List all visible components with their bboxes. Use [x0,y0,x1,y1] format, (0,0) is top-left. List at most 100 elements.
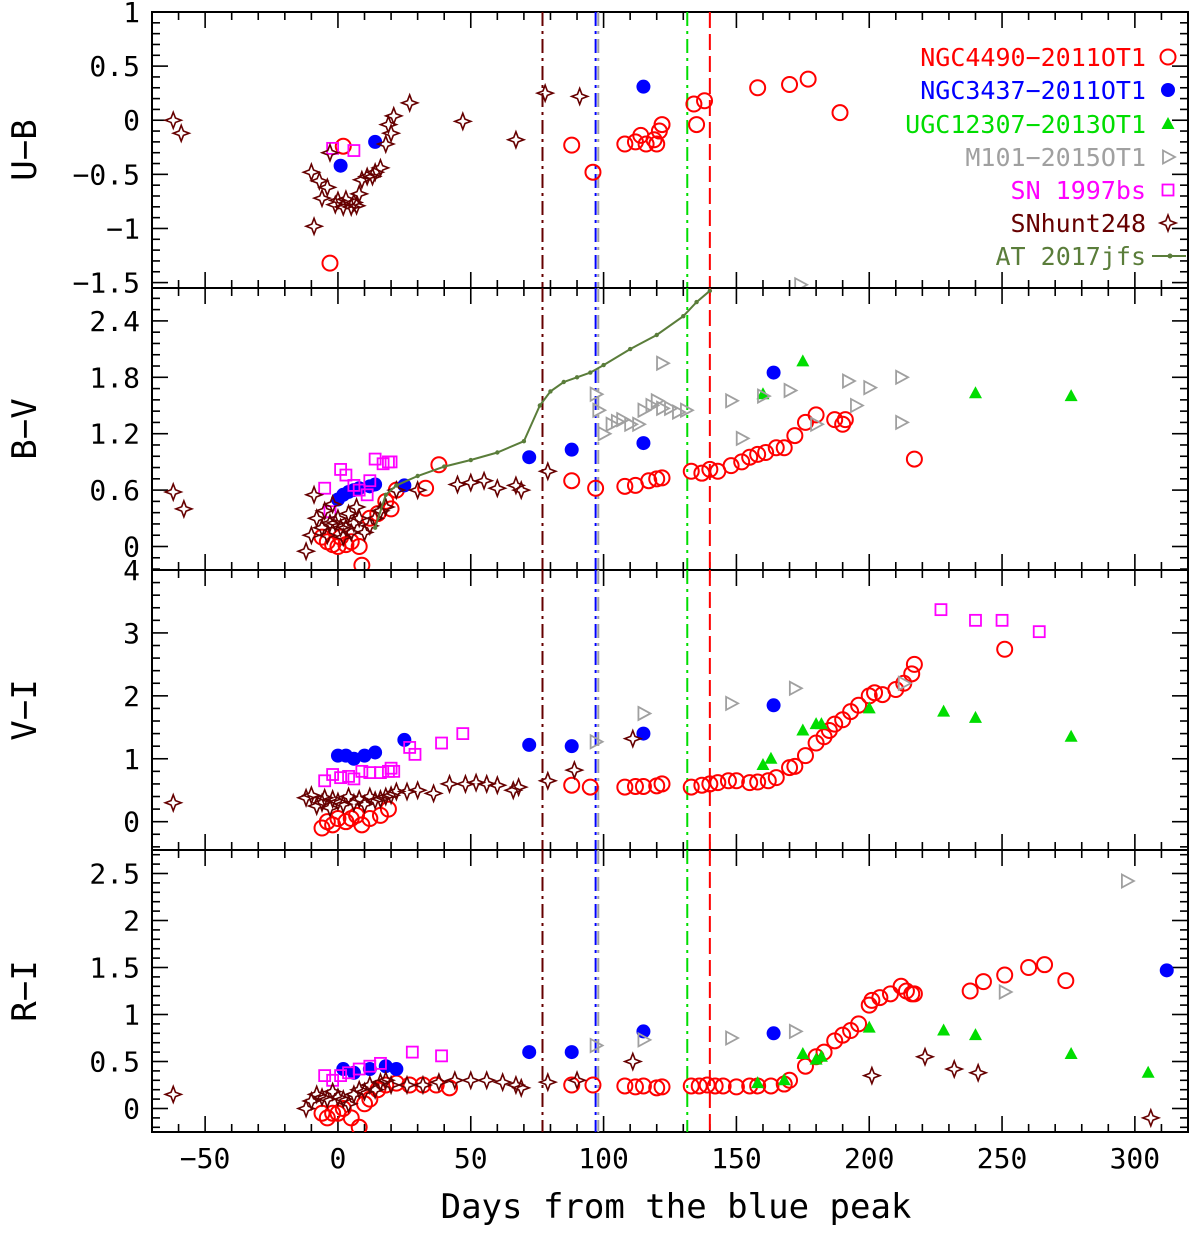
data-point-SNhunt248 [465,772,487,793]
legend-label-NGC4490: NGC4490−2011OT1 [920,43,1146,72]
data-point-NGC4490 [719,772,737,790]
data-point-SNhunt248 [569,86,590,107]
data-point-SN1997bs [326,768,340,781]
y-axis-label: R−I [5,960,45,1021]
data-point-SNhunt248 [319,797,341,819]
data-point-SN1997bs [995,613,1009,627]
data-point-M101 [656,355,671,372]
data-point-SNhunt248 [380,1074,402,1096]
data-point-NGC4490 [741,774,759,792]
data-point-SNhunt248 [423,783,444,804]
data-point-NGC4490 [786,427,804,445]
data-point-NGC4490 [714,1077,732,1095]
y-axis-label: U−B [5,119,45,180]
data-point-M101 [1121,873,1136,890]
data-point-AT2017jfs [694,299,699,305]
data-point-NGC4490 [905,985,923,1003]
data-point-NGC4490 [584,163,602,181]
data-point-SNhunt248 [348,508,370,529]
data-point-M101 [656,400,671,417]
data-point-NGC4490 [653,1078,671,1096]
data-point-NGC4490 [996,966,1014,984]
data-point-SNhunt248 [510,1077,532,1099]
data-point-SNhunt248 [306,795,327,817]
data-point-NGC4490 [361,810,379,828]
data-point-M101 [810,416,825,433]
data-point-SNhunt248 [564,759,585,781]
data-point-NGC4490 [866,684,884,702]
data-point-M101 [624,416,640,433]
data-point-NGC4490 [722,457,740,475]
x-tick-label: 250 [977,1142,1028,1175]
data-point-M101 [672,404,687,421]
data-point-NGC4490 [334,137,352,155]
data-point-NGC4490 [701,775,719,793]
data-point-M101 [589,733,605,750]
data-point-UGC12307 [814,717,828,730]
y-tick-label: 0.5 [89,1046,140,1079]
data-point-SNhunt248 [566,1070,588,1091]
data-point-NGC4490 [996,640,1014,658]
data-point-NGC4490 [905,655,923,673]
data-point-M101 [637,1031,653,1048]
data-point-NGC4490 [749,773,767,791]
data-point-M101 [632,416,648,433]
data-point-SN1997bs [408,747,422,761]
data-point-AT2017jfs [383,492,388,497]
data-point-M101 [895,369,910,386]
data-point-NGC4490 [807,406,825,424]
data-point-NGC4490 [634,777,652,795]
data-point-NGC4490 [587,479,605,497]
y-tick-label: 1.2 [89,418,140,451]
data-point-NGC4490 [786,757,804,775]
panel-2: 0 1 2 3 4 V−I [5,554,1189,851]
data-point-NGC4490 [653,469,671,487]
data-point-M101 [592,402,608,419]
y-tick-label: −0.5 [73,158,140,191]
data-point-AT2017jfs [588,370,593,375]
legend-label-NGC3437: NGC3437−2011OT1 [920,76,1146,105]
data-point-NGC4490 [701,460,719,478]
data-point-M101 [842,373,857,390]
data-point-SNhunt248 [370,788,391,810]
data-point-SNhunt248 [319,512,341,534]
panel-0: 1 0.5 0 −0.5 −1 −1.5 U−B [5,0,1189,300]
data-point-NGC3437 [766,1026,781,1041]
y-tick-label: 1 [123,999,140,1032]
data-point-SN1997bs [384,761,398,775]
data-point-NGC4490 [796,747,814,765]
data-point-NGC4490 [584,1076,602,1094]
data-point-AT2017jfs [681,314,686,319]
data-point-SNhunt248 [295,540,317,562]
data-point-NGC4490 [626,1078,644,1096]
data-point-SNhunt248 [407,779,428,801]
data-point-SNhunt248 [503,779,524,801]
data-point-NGC4490 [871,989,889,1007]
data-point-UGC12307 [1064,1046,1078,1059]
data-point-SNhunt248 [346,195,367,216]
data-point-SNhunt248 [399,92,420,114]
data-point-SN1997bs [1032,625,1046,639]
data-point-NGC3437 [522,1045,537,1060]
data-point-M101 [794,276,810,288]
data-point-NGC4490 [749,79,767,97]
data-point-SN1997bs [435,736,448,750]
data-point-M101 [589,1037,605,1054]
data-point-NGC4490 [634,1077,652,1095]
legend-marker-NGC3437 [1161,83,1175,97]
data-point-SNhunt248 [303,484,325,506]
data-point-UGC12307 [1064,729,1078,742]
y-tick-label: 0.6 [89,474,140,507]
data-point-SNhunt248 [343,792,365,814]
data-point-NGC3437 [564,442,579,457]
y-axis-label: B−V [5,398,45,459]
data-point-SN1997bs [456,727,470,740]
data-point-SNhunt248 [487,477,508,499]
data-point-NGC4490 [417,479,435,497]
data-point-AT2017jfs [415,473,420,479]
data-point-SNhunt248 [162,792,184,814]
data-point-SNhunt248 [428,1071,450,1093]
data-point-NGC3437 [357,748,372,763]
y-tick-label: 4 [123,554,140,587]
panel-1: 0 0.6 1.2 1.8 2.4 B−V [5,287,1189,571]
